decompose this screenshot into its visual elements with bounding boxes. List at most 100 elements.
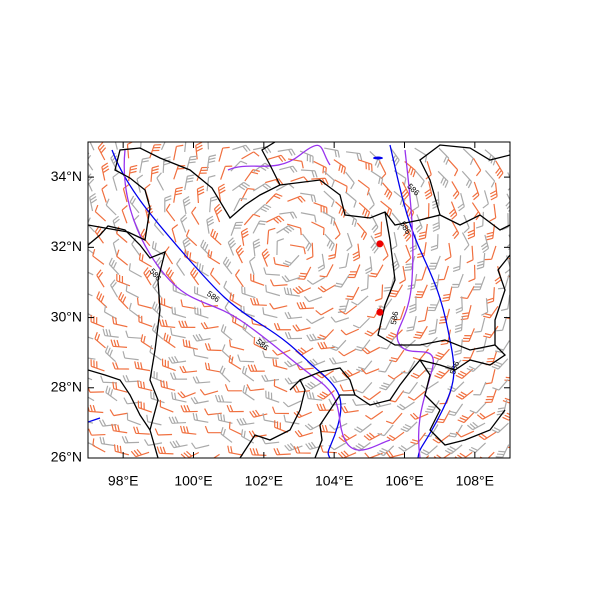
wind-barb — [328, 243, 338, 260]
wind-barb — [108, 257, 120, 275]
wind-barb — [344, 211, 358, 227]
wind-barb — [427, 297, 441, 312]
wind-barb — [284, 442, 303, 452]
wind-barb — [438, 308, 451, 324]
wind-barb — [337, 450, 357, 458]
wind-barb — [94, 225, 104, 244]
wind-barb — [143, 267, 152, 286]
wind-barb — [213, 203, 223, 223]
wind-barb — [179, 365, 198, 374]
point — [376, 308, 384, 316]
wind-barb — [224, 384, 242, 392]
wind-barb — [478, 431, 497, 441]
wind-barb — [194, 286, 208, 300]
wind-barb — [502, 412, 510, 421]
contour-label: 586 — [389, 310, 400, 325]
wind-barb — [292, 324, 311, 332]
wind-barb — [171, 392, 187, 403]
wind-barb — [306, 276, 326, 285]
wind-barb — [448, 424, 463, 438]
wind-barb — [404, 161, 416, 178]
y-tick-label: 30°N — [51, 308, 82, 324]
wind-barb — [401, 181, 410, 200]
wind-barb — [369, 264, 384, 278]
wind-barb — [246, 384, 265, 392]
wind-barb — [329, 375, 348, 384]
wind-barb — [98, 419, 117, 427]
wind-barb — [279, 211, 298, 219]
wind-barb — [287, 223, 302, 236]
wind-barb — [194, 306, 209, 319]
wind-barb — [192, 333, 211, 342]
wind-barb — [105, 385, 118, 402]
wind-barb — [313, 202, 328, 215]
wind-barb — [282, 254, 300, 267]
wind-barb — [319, 264, 334, 278]
wind-barb — [352, 317, 370, 329]
wind-barb — [390, 148, 400, 167]
wind-barb — [315, 307, 334, 316]
wind-barb — [354, 423, 372, 433]
wind-barb — [133, 426, 150, 435]
wind-barb — [339, 305, 358, 315]
contour-586 — [373, 156, 383, 160]
wind-barb — [420, 445, 438, 456]
wind-barb — [89, 142, 95, 151]
wind-barb — [160, 142, 166, 151]
wind-barb — [484, 170, 496, 188]
wind-barb — [139, 157, 150, 173]
wind-barb — [292, 285, 312, 295]
wind-barb — [329, 339, 347, 352]
wind-barb — [351, 295, 369, 306]
boundary — [88, 369, 151, 431]
wind-barb — [252, 220, 267, 234]
wind-barb — [184, 142, 187, 153]
wind-barb — [484, 369, 496, 385]
wind-barb — [101, 162, 110, 181]
wind-barb — [472, 158, 482, 177]
wind-barb — [461, 328, 475, 342]
wind-barb — [296, 301, 314, 310]
wind-barb — [96, 269, 105, 288]
wind-barb — [500, 294, 510, 312]
wind-barb — [507, 446, 510, 448]
wind-barb — [345, 151, 363, 161]
wind-barb — [206, 215, 215, 234]
wind-barb — [358, 159, 373, 172]
wind-barb — [252, 238, 261, 257]
wind-barb — [118, 291, 129, 310]
wind-barb — [460, 285, 475, 300]
wind-barb — [269, 302, 288, 310]
wind-barb — [263, 267, 280, 276]
wind-barb — [233, 197, 248, 212]
wind-barb — [136, 174, 144, 193]
boundary — [88, 142, 281, 241]
wind-barb — [511, 351, 519, 367]
wind-barb — [149, 144, 162, 159]
wind-barb — [249, 448, 267, 456]
wind-barb — [134, 361, 151, 372]
wind-barb — [236, 417, 255, 426]
wind-barb — [475, 211, 484, 229]
wind-barb — [412, 348, 429, 361]
wind-barb — [428, 255, 441, 270]
wind-barb — [223, 280, 235, 298]
wind-barb — [485, 224, 496, 241]
wind-barb — [182, 236, 191, 256]
wind-barb — [407, 390, 426, 401]
wind-barb — [121, 205, 128, 224]
wind-barb — [306, 333, 325, 342]
wind-barb — [276, 183, 295, 192]
wind-barb — [151, 241, 165, 256]
wind-barb — [88, 385, 105, 393]
wind-barb — [485, 350, 498, 366]
wind-barb — [518, 222, 525, 240]
wind-barb — [105, 198, 117, 216]
wind-barb — [250, 316, 267, 328]
wind-barb — [391, 212, 402, 231]
wind-barb — [173, 186, 183, 203]
wind-barb — [158, 296, 173, 309]
contour-586 — [123, 149, 391, 451]
wind-barb — [116, 249, 129, 266]
wind-barb — [393, 306, 406, 321]
